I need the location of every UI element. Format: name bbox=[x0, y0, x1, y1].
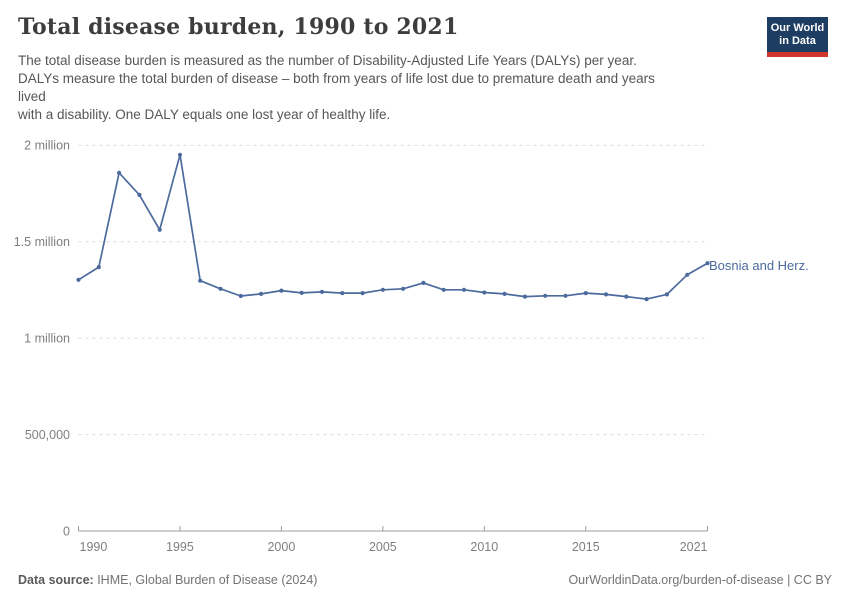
series-label-bosnia[interactable]: Bosnia and Herz. bbox=[709, 258, 809, 273]
x-tick-label: 2010 bbox=[470, 540, 498, 554]
data-point-2016[interactable] bbox=[603, 292, 609, 297]
data-source-label: Data source: bbox=[18, 573, 94, 587]
owid-logo[interactable]: Our World in Data bbox=[767, 17, 828, 57]
data-point-2003[interactable] bbox=[340, 291, 345, 296]
data-point-2002[interactable] bbox=[319, 289, 325, 294]
chart-footer: Data source: IHME, Global Burden of Dise… bbox=[18, 573, 832, 587]
owid-logo-line1: Our World bbox=[770, 22, 825, 34]
footer-license-link[interactable]: OurWorldinData.org/burden-of-disease | C… bbox=[568, 573, 832, 587]
data-source: Data source: IHME, Global Burden of Dise… bbox=[18, 573, 317, 587]
data-point-2007[interactable] bbox=[421, 280, 426, 285]
y-tick-label: 500,000 bbox=[25, 428, 70, 442]
data-point-1995[interactable] bbox=[177, 152, 183, 157]
data-point-1993[interactable] bbox=[137, 192, 142, 197]
data-point-2010[interactable] bbox=[482, 290, 487, 295]
data-point-2006[interactable] bbox=[401, 286, 406, 291]
owid-logo-red-bar bbox=[767, 52, 828, 57]
x-tick-label: 2005 bbox=[369, 540, 397, 554]
data-point-2000[interactable] bbox=[279, 288, 284, 293]
y-tick-label: 2 million bbox=[24, 139, 70, 153]
data-point-1997[interactable] bbox=[218, 286, 223, 291]
data-point-2018[interactable] bbox=[644, 297, 649, 302]
data-point-1990[interactable] bbox=[76, 277, 81, 282]
data-source-text: IHME, Global Burden of Disease (2024) bbox=[93, 573, 318, 587]
data-point-2020[interactable] bbox=[685, 272, 690, 277]
data-point-2011[interactable] bbox=[502, 291, 507, 296]
data-point-1999[interactable] bbox=[259, 291, 264, 296]
data-point-1992[interactable] bbox=[117, 170, 122, 175]
data-point-2009[interactable] bbox=[461, 287, 467, 292]
x-tick-label: 2015 bbox=[572, 540, 600, 554]
x-tick-label: 1995 bbox=[166, 540, 194, 554]
series-line[interactable] bbox=[77, 153, 709, 300]
data-point-1991[interactable] bbox=[96, 265, 101, 270]
owid-logo-line2: in Data bbox=[779, 34, 816, 47]
x-tick-label: 2000 bbox=[267, 540, 295, 554]
y-tick-label: 0 bbox=[63, 524, 70, 538]
y-tick-label: 1.5 million bbox=[14, 235, 70, 249]
data-point-1996[interactable] bbox=[198, 278, 203, 283]
data-point-2013[interactable] bbox=[543, 293, 548, 298]
owid-logo-box: Our World in Data bbox=[767, 17, 828, 52]
data-point-2014[interactable] bbox=[563, 293, 568, 298]
data-point-2004[interactable] bbox=[360, 291, 365, 296]
chart-subtitle: The total disease burden is measured as … bbox=[18, 53, 655, 122]
data-point-2005[interactable] bbox=[380, 287, 385, 292]
data-point-2015[interactable] bbox=[583, 291, 588, 296]
data-point-2012[interactable] bbox=[522, 294, 528, 299]
y-tick-label: 1 million bbox=[24, 332, 70, 346]
data-point-1994[interactable] bbox=[157, 227, 162, 232]
page-title: Total disease burden, 1990 to 2021 bbox=[18, 14, 459, 40]
data-point-2021[interactable] bbox=[705, 261, 710, 266]
data-point-1998[interactable] bbox=[238, 293, 243, 299]
x-tick-label: 1990 bbox=[80, 540, 108, 554]
data-point-2019[interactable] bbox=[664, 292, 670, 297]
data-point-2001[interactable] bbox=[299, 290, 304, 295]
data-point-2008[interactable] bbox=[441, 287, 446, 292]
x-tick-label: 2021 bbox=[680, 540, 708, 554]
data-point-2017[interactable] bbox=[624, 294, 629, 299]
